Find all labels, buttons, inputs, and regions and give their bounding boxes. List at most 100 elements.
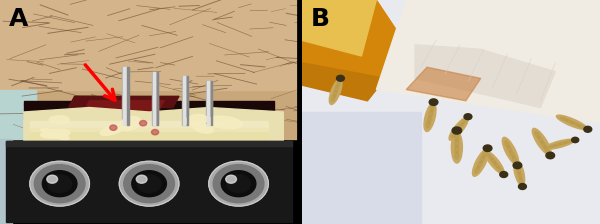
Circle shape xyxy=(151,129,158,135)
Ellipse shape xyxy=(514,160,524,186)
Circle shape xyxy=(132,171,166,197)
Circle shape xyxy=(213,165,264,203)
Ellipse shape xyxy=(337,75,344,81)
Circle shape xyxy=(47,175,58,183)
Ellipse shape xyxy=(520,178,523,184)
Ellipse shape xyxy=(572,122,579,126)
Ellipse shape xyxy=(452,127,461,134)
Text: B: B xyxy=(311,7,330,31)
Bar xyxy=(152,72,158,125)
Bar xyxy=(127,67,128,125)
Circle shape xyxy=(227,175,250,193)
Bar xyxy=(211,81,212,125)
Polygon shape xyxy=(302,0,406,78)
Bar xyxy=(187,76,188,125)
Ellipse shape xyxy=(208,116,242,129)
Ellipse shape xyxy=(546,152,554,159)
Ellipse shape xyxy=(193,124,214,133)
Circle shape xyxy=(221,171,256,197)
Ellipse shape xyxy=(429,99,438,106)
Bar xyxy=(122,67,128,125)
Ellipse shape xyxy=(491,158,496,164)
Ellipse shape xyxy=(430,105,434,112)
Ellipse shape xyxy=(451,131,463,163)
Ellipse shape xyxy=(455,146,459,153)
Ellipse shape xyxy=(49,116,70,124)
Ellipse shape xyxy=(472,149,488,176)
Bar xyxy=(6,141,292,222)
Circle shape xyxy=(48,175,71,193)
Polygon shape xyxy=(302,63,385,101)
Circle shape xyxy=(119,161,179,206)
Polygon shape xyxy=(30,132,268,141)
Ellipse shape xyxy=(535,132,540,138)
Polygon shape xyxy=(302,0,376,56)
Ellipse shape xyxy=(559,142,566,145)
Ellipse shape xyxy=(544,146,549,153)
Ellipse shape xyxy=(572,137,579,143)
Circle shape xyxy=(124,165,175,203)
Ellipse shape xyxy=(516,163,520,169)
Bar xyxy=(182,76,188,125)
Bar xyxy=(0,0,298,139)
Ellipse shape xyxy=(478,161,482,168)
Ellipse shape xyxy=(538,137,543,143)
Ellipse shape xyxy=(487,154,493,159)
Ellipse shape xyxy=(455,127,460,133)
Ellipse shape xyxy=(452,132,457,138)
Bar xyxy=(124,67,125,125)
Polygon shape xyxy=(376,0,600,123)
Ellipse shape xyxy=(483,145,492,151)
Bar xyxy=(157,72,158,125)
Ellipse shape xyxy=(584,126,592,132)
Bar xyxy=(206,81,212,125)
Ellipse shape xyxy=(502,137,518,164)
Ellipse shape xyxy=(333,90,337,97)
Ellipse shape xyxy=(41,129,70,138)
Ellipse shape xyxy=(494,162,499,168)
Circle shape xyxy=(140,121,147,126)
Ellipse shape xyxy=(518,173,522,179)
Ellipse shape xyxy=(518,183,526,190)
Ellipse shape xyxy=(464,114,472,120)
Ellipse shape xyxy=(485,151,504,174)
Polygon shape xyxy=(0,90,36,139)
Ellipse shape xyxy=(424,103,436,131)
Ellipse shape xyxy=(556,115,587,129)
Bar xyxy=(0,0,298,90)
Circle shape xyxy=(43,171,77,197)
Ellipse shape xyxy=(428,116,431,123)
Ellipse shape xyxy=(337,81,340,87)
Ellipse shape xyxy=(429,110,433,117)
Ellipse shape xyxy=(331,95,335,101)
Ellipse shape xyxy=(507,146,512,153)
Circle shape xyxy=(226,175,236,183)
Polygon shape xyxy=(24,101,274,119)
Ellipse shape xyxy=(480,156,485,163)
Circle shape xyxy=(34,165,85,203)
Ellipse shape xyxy=(329,79,342,104)
Ellipse shape xyxy=(517,168,521,174)
Ellipse shape xyxy=(500,172,508,177)
Ellipse shape xyxy=(548,145,556,148)
Ellipse shape xyxy=(512,156,517,163)
Ellipse shape xyxy=(505,141,509,147)
Polygon shape xyxy=(302,112,421,224)
Polygon shape xyxy=(68,96,179,108)
Ellipse shape xyxy=(461,119,467,125)
Ellipse shape xyxy=(482,151,487,158)
Ellipse shape xyxy=(509,151,514,157)
Ellipse shape xyxy=(100,124,126,136)
Ellipse shape xyxy=(560,117,568,121)
Polygon shape xyxy=(406,67,481,101)
Ellipse shape xyxy=(565,140,572,143)
Ellipse shape xyxy=(427,121,430,128)
Text: A: A xyxy=(9,7,28,31)
Ellipse shape xyxy=(119,116,140,131)
Polygon shape xyxy=(30,121,268,130)
Ellipse shape xyxy=(455,151,459,159)
Ellipse shape xyxy=(455,140,459,147)
Ellipse shape xyxy=(41,128,69,140)
Bar xyxy=(207,81,209,125)
Ellipse shape xyxy=(532,128,551,155)
